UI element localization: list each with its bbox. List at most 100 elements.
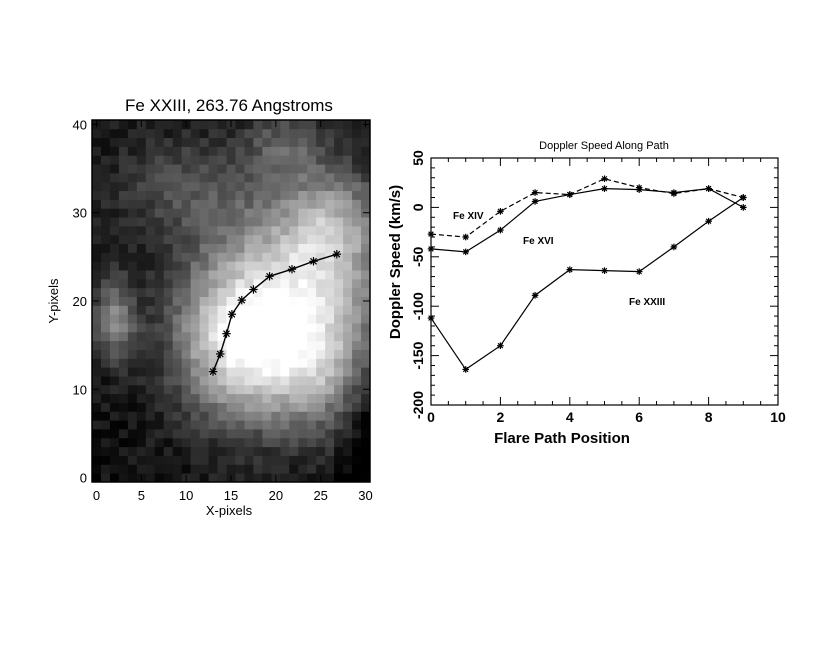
heatmap-cell <box>280 402 290 412</box>
heatmap-cell <box>127 429 138 439</box>
heatmap-cell <box>100 190 111 200</box>
heatmap-cell <box>163 305 174 315</box>
heatmap-cell <box>352 225 362 236</box>
heatmap-cell <box>109 190 120 200</box>
heatmap-cell <box>280 323 290 333</box>
heatmap-cell <box>325 402 335 412</box>
heatmap-cell <box>361 225 371 236</box>
heatmap-cell <box>253 155 263 165</box>
heatmap-cell <box>226 323 236 333</box>
heatmap-cell <box>181 217 192 227</box>
heatmap-cell <box>307 234 317 245</box>
heatmap-cell <box>262 217 272 227</box>
heatmap-cell <box>352 270 362 280</box>
flare-path-line <box>212 253 338 372</box>
heatmap-cell <box>199 349 209 359</box>
heatmap-cell <box>280 384 290 395</box>
heatmap-cell <box>127 261 138 271</box>
heatmap-cell <box>100 243 111 253</box>
heatmap-cell <box>127 278 138 289</box>
heatmap-cell <box>235 367 245 377</box>
heatmap-cell <box>217 358 227 368</box>
heatmap-cell <box>109 323 120 333</box>
heatmap-cell <box>280 120 290 130</box>
doppler-series <box>427 175 747 373</box>
heatmap-cell <box>271 146 281 156</box>
heatmap-cell <box>92 128 102 139</box>
heatmap-cell <box>253 261 263 271</box>
heatmap-cell <box>262 128 272 139</box>
heatmap-cell <box>208 314 218 324</box>
heatmap-cell <box>190 217 201 227</box>
heatmap-cell <box>289 146 299 156</box>
heatmap-cell <box>343 393 353 403</box>
heatmap-cell <box>226 420 236 430</box>
heatmap-cell <box>262 261 272 271</box>
heatmap-cell <box>208 340 218 350</box>
heatmap-cell <box>154 420 165 430</box>
heatmap-cell <box>325 296 335 306</box>
heatmap-cell <box>145 243 156 253</box>
heatmap-cell <box>136 437 147 448</box>
heatmap-cell <box>271 217 281 227</box>
heatmap-cell <box>334 340 344 350</box>
heatmap-cell <box>235 278 245 289</box>
heatmap-cell <box>208 473 218 483</box>
heatmap-cell <box>253 252 263 262</box>
series-label-fe-xxiii: Fe XXIII <box>629 297 665 308</box>
heatmap-cell <box>334 243 344 253</box>
heatmap-cell <box>181 243 192 253</box>
heatmap-cell <box>325 287 335 297</box>
heatmap-cell <box>92 287 102 297</box>
heatmap-cell <box>118 270 129 280</box>
heatmap-cell <box>145 367 156 377</box>
heatmap-cell <box>280 358 290 368</box>
heatmap-cell <box>289 446 299 456</box>
heatmap-cell <box>190 190 201 200</box>
heatmap-cell <box>298 323 308 333</box>
heatmap-cell <box>217 270 227 280</box>
heatmap-cell <box>127 393 138 403</box>
heatmap-cell <box>298 376 308 386</box>
heatmap-cell <box>199 393 209 403</box>
heatmap-cell <box>208 464 218 474</box>
heatmap-cell <box>109 446 120 456</box>
heatmap-cell <box>208 296 218 306</box>
heatmap-cell <box>352 411 362 421</box>
heatmap-cell <box>244 225 254 236</box>
heatmap-cell <box>271 384 281 395</box>
heatmap-cell <box>253 234 263 245</box>
doppler-frame <box>430 157 779 406</box>
heatmap-cell <box>253 367 263 377</box>
series-fe-xxiii <box>427 194 747 373</box>
heatmap-cell <box>172 402 183 412</box>
heatmap-cell <box>190 234 201 245</box>
heatmap-cell <box>226 164 236 174</box>
heatmap-cell <box>154 376 165 386</box>
heatmap-cell <box>280 270 290 280</box>
heatmap-cell <box>145 464 156 474</box>
heatmap-cell <box>244 252 254 262</box>
heatmap-cell <box>118 358 129 368</box>
heatmap-cell <box>316 464 326 474</box>
heatmap-cell <box>92 305 102 315</box>
heatmap-cell <box>235 190 245 200</box>
series-point-fe-xvi <box>670 189 678 196</box>
heatmap-cell <box>163 358 174 368</box>
heatmap-cell <box>244 323 254 333</box>
heatmap-cell <box>208 190 218 200</box>
heatmap-cell <box>352 384 362 395</box>
heatmap-cell <box>127 314 138 324</box>
heatmap-cell <box>154 473 165 483</box>
heatmap-cell <box>262 305 272 315</box>
heatmap-cell <box>163 314 174 324</box>
y-tick-label: 50 <box>410 150 426 166</box>
heatmap-cell <box>316 270 326 280</box>
heatmap-cell <box>100 234 111 245</box>
heatmap-cell <box>199 402 209 412</box>
heatmap-cell <box>298 455 308 465</box>
heatmap-cell <box>316 402 326 412</box>
heatmap-cell <box>208 420 218 430</box>
heatmap-cell <box>343 429 353 439</box>
